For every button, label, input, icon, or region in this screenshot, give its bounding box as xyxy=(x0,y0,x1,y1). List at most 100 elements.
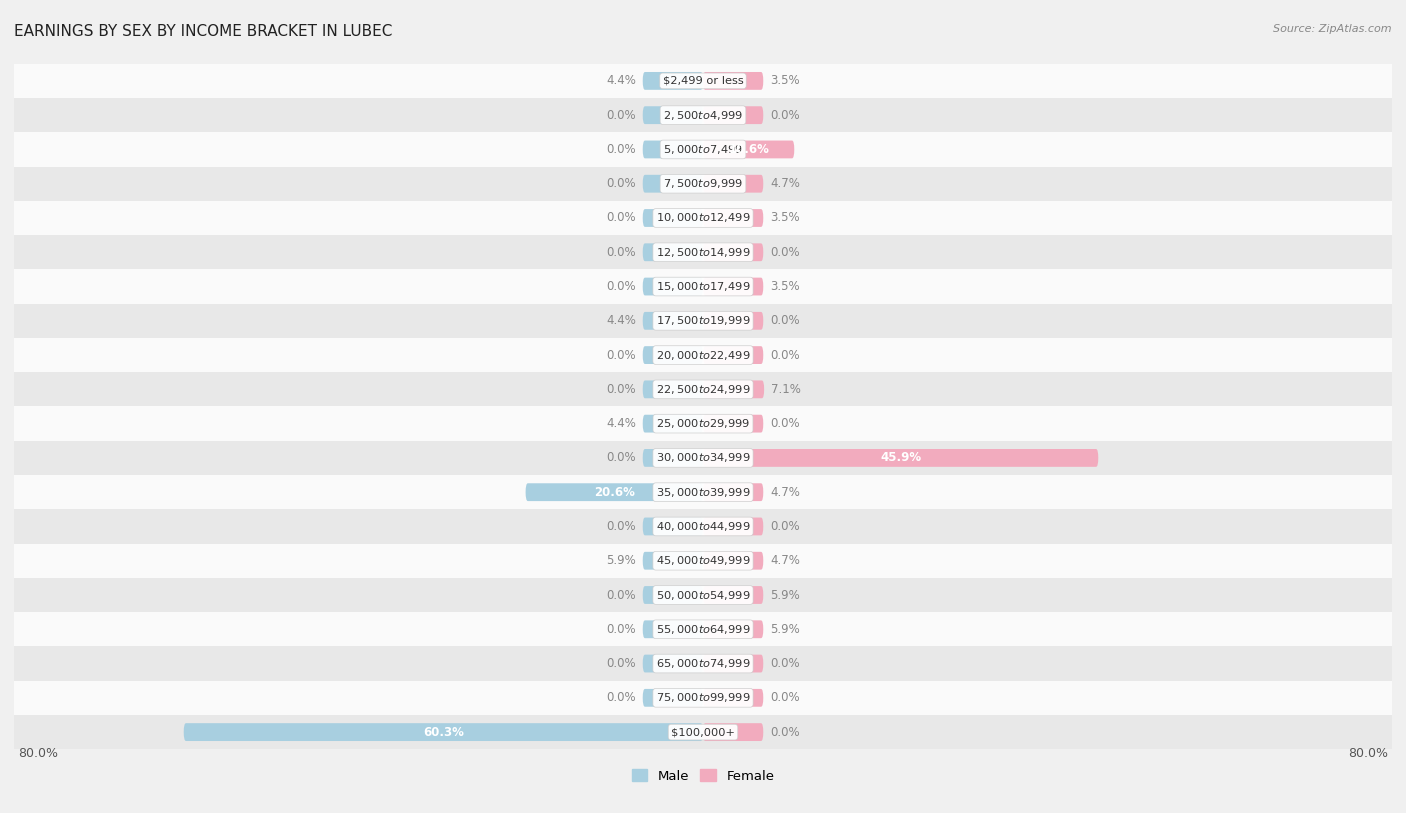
FancyBboxPatch shape xyxy=(703,380,763,398)
Text: 0.0%: 0.0% xyxy=(606,349,636,362)
FancyBboxPatch shape xyxy=(703,277,763,295)
Text: 0.0%: 0.0% xyxy=(770,725,800,738)
Bar xyxy=(14,235,1392,269)
FancyBboxPatch shape xyxy=(643,518,703,536)
FancyBboxPatch shape xyxy=(643,552,703,570)
Text: $20,000 to $22,499: $20,000 to $22,499 xyxy=(655,349,751,362)
Text: $22,500 to $24,999: $22,500 to $24,999 xyxy=(655,383,751,396)
FancyBboxPatch shape xyxy=(703,483,763,501)
Text: $40,000 to $44,999: $40,000 to $44,999 xyxy=(655,520,751,533)
Text: 0.0%: 0.0% xyxy=(770,315,800,328)
Bar xyxy=(14,715,1392,750)
Text: 0.0%: 0.0% xyxy=(606,657,636,670)
FancyBboxPatch shape xyxy=(643,380,703,398)
FancyBboxPatch shape xyxy=(703,552,763,570)
Bar xyxy=(14,646,1392,680)
Text: 3.5%: 3.5% xyxy=(770,280,800,293)
Text: 0.0%: 0.0% xyxy=(606,109,636,122)
FancyBboxPatch shape xyxy=(643,141,703,159)
Bar xyxy=(14,338,1392,372)
Text: 0.0%: 0.0% xyxy=(770,417,800,430)
FancyBboxPatch shape xyxy=(703,620,763,638)
FancyBboxPatch shape xyxy=(703,449,1098,467)
Text: $25,000 to $29,999: $25,000 to $29,999 xyxy=(655,417,751,430)
Bar xyxy=(14,406,1392,441)
Text: 45.9%: 45.9% xyxy=(880,451,921,464)
Text: 0.0%: 0.0% xyxy=(770,520,800,533)
FancyBboxPatch shape xyxy=(703,586,763,604)
Text: 0.0%: 0.0% xyxy=(606,143,636,156)
Text: 80.0%: 80.0% xyxy=(1347,747,1388,760)
Text: $10,000 to $12,499: $10,000 to $12,499 xyxy=(655,211,751,224)
Bar xyxy=(14,578,1392,612)
Text: $15,000 to $17,499: $15,000 to $17,499 xyxy=(655,280,751,293)
Text: 5.9%: 5.9% xyxy=(770,623,800,636)
Text: EARNINGS BY SEX BY INCOME BRACKET IN LUBEC: EARNINGS BY SEX BY INCOME BRACKET IN LUB… xyxy=(14,24,392,39)
Text: 4.7%: 4.7% xyxy=(770,554,800,567)
Bar xyxy=(14,372,1392,406)
Text: 4.4%: 4.4% xyxy=(606,315,636,328)
Bar xyxy=(14,304,1392,338)
FancyBboxPatch shape xyxy=(643,449,703,467)
Bar xyxy=(14,612,1392,646)
Text: 3.5%: 3.5% xyxy=(770,75,800,88)
Text: 4.7%: 4.7% xyxy=(770,485,800,498)
FancyBboxPatch shape xyxy=(643,72,703,89)
FancyBboxPatch shape xyxy=(643,175,703,193)
Text: 0.0%: 0.0% xyxy=(770,691,800,704)
Text: 4.4%: 4.4% xyxy=(606,417,636,430)
Text: 0.0%: 0.0% xyxy=(770,109,800,122)
Text: $50,000 to $54,999: $50,000 to $54,999 xyxy=(655,589,751,602)
FancyBboxPatch shape xyxy=(703,415,763,433)
Bar xyxy=(14,475,1392,509)
FancyBboxPatch shape xyxy=(643,107,703,124)
FancyBboxPatch shape xyxy=(703,346,763,364)
FancyBboxPatch shape xyxy=(643,346,703,364)
Legend: Male, Female: Male, Female xyxy=(626,764,780,788)
Text: $7,500 to $9,999: $7,500 to $9,999 xyxy=(664,177,742,190)
FancyBboxPatch shape xyxy=(703,175,763,193)
Text: 0.0%: 0.0% xyxy=(606,280,636,293)
Text: 4.4%: 4.4% xyxy=(606,75,636,88)
FancyBboxPatch shape xyxy=(703,243,763,261)
Text: $100,000+: $100,000+ xyxy=(671,727,735,737)
Text: 10.6%: 10.6% xyxy=(728,143,769,156)
FancyBboxPatch shape xyxy=(643,586,703,604)
Bar xyxy=(14,201,1392,235)
Text: $30,000 to $34,999: $30,000 to $34,999 xyxy=(655,451,751,464)
Text: 0.0%: 0.0% xyxy=(606,211,636,224)
FancyBboxPatch shape xyxy=(703,724,763,741)
Text: $55,000 to $64,999: $55,000 to $64,999 xyxy=(655,623,751,636)
Text: Source: ZipAtlas.com: Source: ZipAtlas.com xyxy=(1274,24,1392,34)
Text: 0.0%: 0.0% xyxy=(606,691,636,704)
Text: 0.0%: 0.0% xyxy=(606,177,636,190)
Bar xyxy=(14,680,1392,715)
FancyBboxPatch shape xyxy=(703,107,763,124)
Text: 0.0%: 0.0% xyxy=(770,349,800,362)
FancyBboxPatch shape xyxy=(703,312,763,330)
Text: 5.9%: 5.9% xyxy=(606,554,636,567)
Text: 0.0%: 0.0% xyxy=(606,246,636,259)
Text: $2,500 to $4,999: $2,500 to $4,999 xyxy=(664,109,742,122)
Text: 20.6%: 20.6% xyxy=(593,485,634,498)
FancyBboxPatch shape xyxy=(703,689,763,706)
Text: 4.7%: 4.7% xyxy=(770,177,800,190)
FancyBboxPatch shape xyxy=(184,724,703,741)
FancyBboxPatch shape xyxy=(643,415,703,433)
Bar xyxy=(14,98,1392,133)
FancyBboxPatch shape xyxy=(703,654,763,672)
FancyBboxPatch shape xyxy=(643,689,703,706)
Text: $45,000 to $49,999: $45,000 to $49,999 xyxy=(655,554,751,567)
FancyBboxPatch shape xyxy=(643,312,703,330)
FancyBboxPatch shape xyxy=(526,483,703,501)
Text: 0.0%: 0.0% xyxy=(606,520,636,533)
FancyBboxPatch shape xyxy=(643,277,703,295)
Bar xyxy=(14,269,1392,304)
FancyBboxPatch shape xyxy=(643,620,703,638)
Bar xyxy=(14,441,1392,475)
Bar xyxy=(14,133,1392,167)
FancyBboxPatch shape xyxy=(703,72,763,89)
Text: 3.5%: 3.5% xyxy=(770,211,800,224)
FancyBboxPatch shape xyxy=(703,141,794,159)
Text: $2,499 or less: $2,499 or less xyxy=(662,76,744,86)
